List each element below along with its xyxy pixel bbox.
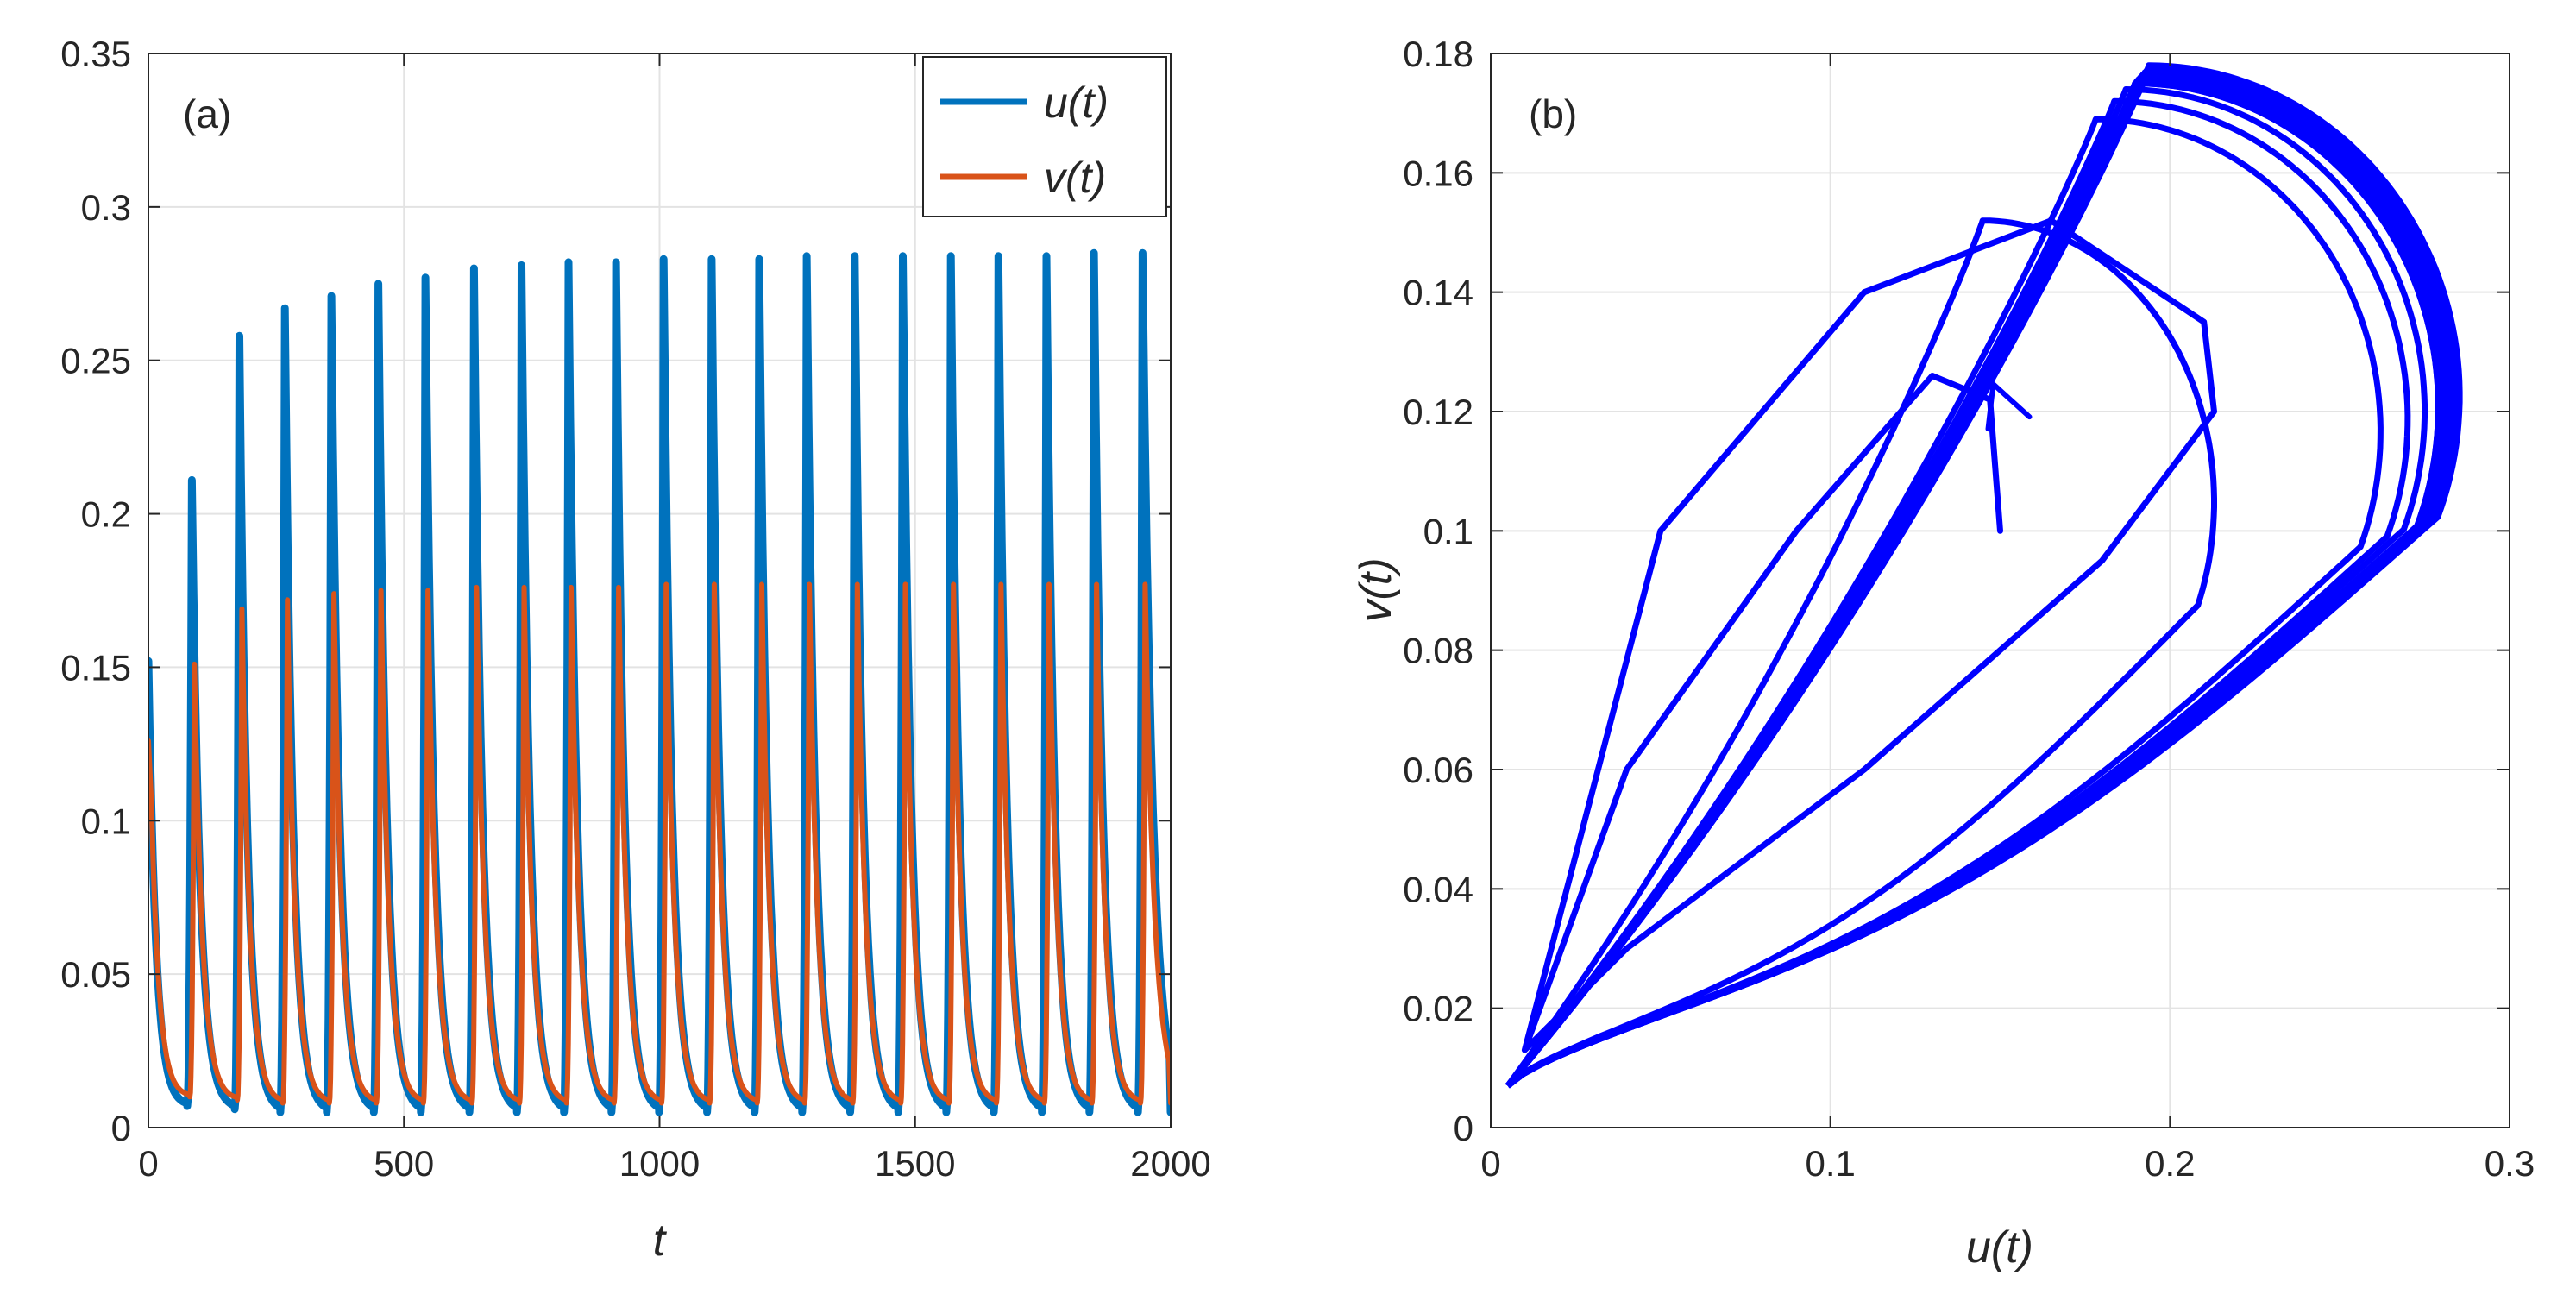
- panel-b-x-tick-label: 0.1: [1805, 1143, 1855, 1184]
- series-line-v: [148, 581, 1171, 1106]
- panel-b-axes-box: [1490, 53, 2510, 1128]
- panel-b-y-tick-label: 0.12: [1403, 392, 1473, 432]
- panel-b-series: [1505, 62, 2463, 1089]
- panel-a-y-tick-label: 0: [111, 1108, 131, 1148]
- panel-a-y-tick-label: 0.2: [81, 494, 131, 535]
- panel-b-y-tick-label: 0.14: [1403, 273, 1473, 313]
- trajectory-transient: [1521, 217, 2217, 1053]
- panel-b-ticks: 0 0.1 0.2 0.3 0 0.02 0.04 0.06 0.08 0.1 0.12 0.14 0.…: [1403, 34, 2535, 1184]
- panel-b-y-tick-label: 0: [1454, 1108, 1473, 1148]
- panel-a-label: (a): [183, 91, 231, 136]
- panel-a-legend: u(t) v(t): [922, 56, 1167, 217]
- panel-a-x-tick-label: 1000: [619, 1143, 700, 1184]
- panel-b-y-tick-label: 0.1: [1423, 511, 1473, 551]
- legend-box: [922, 56, 1167, 217]
- panel-b-y-tick-label: 0.02: [1403, 989, 1473, 1029]
- panel-a-y-tick-label: 0.15: [60, 647, 131, 688]
- trajectory-limit-cycle: [1505, 64, 2463, 1089]
- panel-a-series: [148, 248, 1171, 1116]
- panel-b: 0 0.1 0.2 0.3 0 0.02 0.04 0.06 0.08 0.1 0.12 0.14 0.…: [1351, 34, 2535, 1273]
- panel-b-y-tick-label: 0.06: [1403, 750, 1473, 790]
- panel-a-x-tick-label: 1500: [875, 1143, 955, 1184]
- panel-a-x-tick-label: 0: [138, 1143, 158, 1184]
- legend-label-u: u(t): [1044, 79, 1109, 127]
- panel-b-y-axis-label: v(t): [1351, 557, 1401, 622]
- panel-a-y-tick-label: 0.35: [60, 34, 131, 74]
- panel-b-y-tick-label: 0.18: [1403, 34, 1473, 74]
- panel-b-y-tick-label: 0.04: [1403, 869, 1473, 909]
- panel-a-x-tick-label: 2000: [1130, 1143, 1210, 1184]
- panel-a-y-tick-label: 0.05: [60, 954, 131, 995]
- panel-b-x-axis-label: u(t): [1966, 1222, 2033, 1273]
- legend-label-v: v(t): [1044, 154, 1106, 202]
- trajectory-loop: [1505, 217, 2217, 1089]
- panel-a: 0 500 1000 1500 2000 0 0.05 0.1 0.15 0.2 0.25 0.3 0.…: [60, 34, 1210, 1266]
- panel-a-x-tick-label: 500: [374, 1143, 434, 1184]
- panel-b-x-tick-label: 0.2: [2145, 1143, 2195, 1184]
- panel-b-y-tick-label: 0.08: [1403, 631, 1473, 671]
- panel-a-ticks: 0 500 1000 1500 2000 0 0.05 0.1 0.15 0.2 0.25 0.3 0.…: [60, 34, 1210, 1184]
- panel-a-y-tick-label: 0.3: [81, 187, 131, 228]
- panel-b-x-tick-label: 0.3: [2485, 1143, 2535, 1184]
- panel-b-y-tick-label: 0.16: [1403, 153, 1473, 193]
- series-line-u: [148, 248, 1171, 1116]
- trajectory-loop: [1505, 116, 2384, 1089]
- panel-a-y-tick-label: 0.25: [60, 341, 131, 381]
- panel-a-y-tick-label: 0.1: [81, 801, 131, 841]
- trajectory-direction-arrow: [1985, 381, 2033, 432]
- panel-b-label: (b): [1529, 91, 1577, 136]
- panel-b-x-tick-label: 0: [1480, 1143, 1500, 1184]
- panel-a-x-axis-label: t: [653, 1216, 668, 1266]
